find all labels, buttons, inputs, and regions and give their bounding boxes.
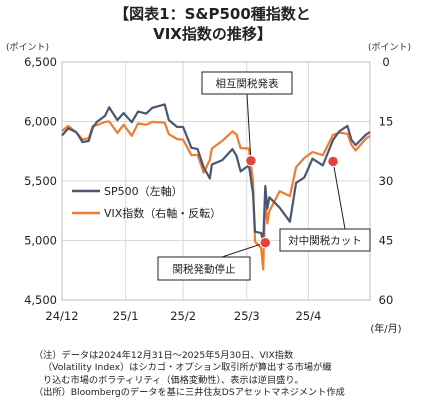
annotation-box: [201, 71, 293, 95]
plot-area-frame: [61, 61, 371, 301]
annotation-marker: [259, 236, 271, 249]
y-right-tick-label: 45: [379, 234, 394, 248]
note-line: （注）データは2024年12月31日～2025年5月30日、VIX指数: [34, 350, 294, 361]
y-left-tick-label: 5,000: [24, 234, 57, 248]
y-right-tick-label: 15: [379, 115, 394, 129]
legend-label-sp500: SP500（左軸）: [104, 184, 183, 198]
source-line: （出所）Bloombergのデータを基に三井住友DSアセットマネジメント作成: [34, 387, 345, 399]
y-right-tick-label: 0: [382, 55, 389, 69]
x-tick-label: 25/4: [295, 309, 321, 323]
left-axis-unit-label: (ポイント): [6, 43, 50, 53]
annotation-label: 相互関税発表: [216, 77, 279, 90]
annotation-leader-line: [221, 242, 266, 258]
x-axis-unit-label: (年/月): [370, 322, 401, 335]
y-left-tick-label: 6,000: [24, 115, 57, 129]
legend-label-vix: VIX指数（右軸・反転）: [104, 206, 221, 220]
annotation-label: 対中関税カット: [288, 234, 362, 247]
annotation-marker: [327, 155, 339, 168]
x-tick-label: 24/12: [45, 309, 78, 323]
x-tick-label: 25/1: [113, 309, 139, 323]
annotation-box: [157, 256, 251, 281]
x-tick-label: 25/3: [234, 309, 260, 323]
y-right-tick-label: 30: [379, 174, 394, 188]
y-left-tick-label: 6,500: [24, 55, 57, 69]
y-left-tick-label: 5,500: [24, 174, 57, 188]
chart-title-line2: VIX指数の推移】: [153, 25, 272, 43]
note-line: り込む市場のボラティリティ（価格変動性）、表示は逆目盛り。: [43, 374, 304, 386]
y-left-tick-label: 4,500: [24, 293, 57, 307]
chart-title-line1: 【図表1：S&P500種指数と: [114, 5, 311, 23]
annotation-box: [279, 228, 371, 252]
annotation-label: 関税発動停止: [173, 263, 236, 276]
note-line: （Volatility Index）はシカゴ・オプション取引所が算出する市場が織: [43, 362, 332, 374]
annotation-leader-line: [246, 93, 252, 161]
sp500-series-line: [61, 103, 371, 244]
line-chart: 4,500 5,000 5,500 6,000 6,500 0 15 30 45 60 24/12 2…: [24, 55, 402, 335]
vix-series-line: [61, 120, 371, 271]
chart-notes: （注）データは2024年12月31日～2025年5月30日、VIX指数 （Vol…: [34, 350, 419, 400]
y-right-tick-label: 60: [379, 293, 394, 307]
x-tick-label: 25/2: [170, 309, 196, 323]
right-axis-unit-label: (ポイント): [368, 43, 412, 53]
annotation-leader-line: [332, 161, 346, 230]
annotation-marker: [245, 154, 257, 167]
